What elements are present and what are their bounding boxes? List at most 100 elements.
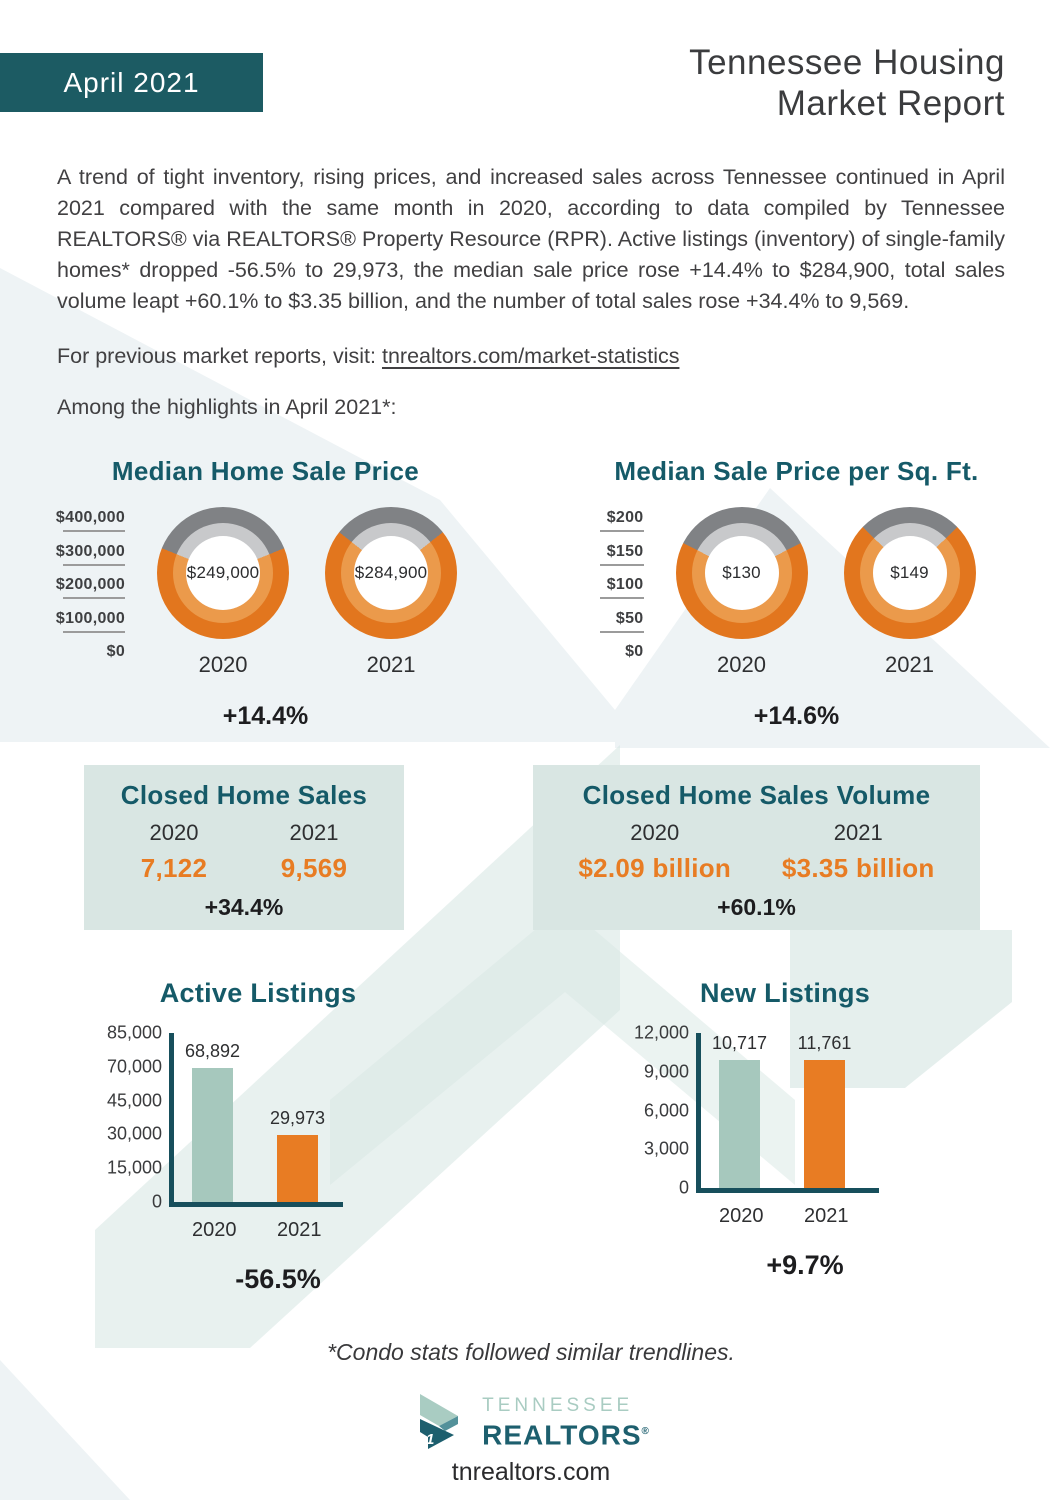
axis-tick-label: $100 [606,576,644,593]
stat-year-label: 2020 [149,820,199,845]
registered-mark: ® [641,1425,650,1437]
donut-value-label: $249,000 [186,563,260,582]
donut-item-2021: $149 2021 [826,507,994,678]
tennessee-realtors-logo: 1 TENNESSEE REALTORS® [412,1392,650,1450]
change-label: +34.4% [204,894,284,920]
stat-cell-2021: 2021 9,569 [244,820,384,884]
stat-cell-2021: 2021 $3.35 billion [757,820,961,884]
median-sale-price-per-sqft-chart: Median Sale Price per Sq. Ft. $200 $150 $1… [531,456,1062,731]
previous-reports-prefix: For previous market reports, visit: [57,344,382,368]
change-label: +9.7% [766,1250,844,1280]
donut-item-2020: $130 2020 [658,507,826,678]
change-label: +14.6% [753,702,840,730]
axis-tick-item: $300,000 [55,542,126,577]
stat-value-label: 7,122 [140,853,208,883]
bar-2021 [277,1134,318,1202]
axis-tick-line [63,530,126,532]
axis-tick-label: $0 [625,643,644,660]
x-axis-label-2021: 2021 [277,1219,322,1241]
donut-group: $249,000 2020 $284,900 2021 [139,507,475,678]
bar-plot-area: 10,717 11,761 12,000 9,000 6,000 3,000 0 [634,1023,879,1198]
axis-tick-label: $300,000 [55,542,126,560]
bar-column-2020: 68,892 [185,1033,240,1202]
page-title-line1: Tennessee Housing [689,43,1005,82]
axis-tick-line [599,530,644,532]
svg-text:1: 1 [426,1431,434,1448]
donut-ring-2020: $130 [675,507,808,639]
website-text: tnrealtors.com [451,1458,611,1486]
report-footer: 1 TENNESSEE REALTORS® tnrealtors.com [0,1392,1062,1487]
donut-year-label: 2021 [366,652,416,677]
box-title: Closed Home Sales [120,780,368,810]
bar-column-2020: 10,717 [712,1033,767,1188]
y-axis-tick-label: 0 [151,1191,162,1212]
y-axis-tick-label: 6,000 [643,1100,689,1120]
axis-tick-item: $200,000 [55,576,126,610]
donut-y-axis: $200 $150 $100 $50 $0 [599,509,658,678]
axis-tick-label: $150 [606,542,644,560]
donut-year-label: 2020 [717,652,766,677]
bar-plot-area: 68,892 29,973 85,000 70,000 45,000 30,000 15,… [107,1023,343,1212]
chart-title: Median Home Sale Price [111,456,420,486]
x-axis-labels: 2020 2021 [701,1205,950,1228]
box-title: Closed Home Sales Volume [582,780,931,810]
axis-tick-line [599,630,644,633]
donut-year-label: 2021 [885,652,934,677]
bar-2020 [719,1060,760,1188]
donut-charts-row: Median Home Sale Price $400,000 $300,000 $… [0,456,1062,731]
change-label: +60.1% [717,894,796,920]
page-title-line2: Market Report [776,84,1005,123]
donut-group: $130 2020 $149 2021 [658,507,994,678]
axis-tick-label: $0 [106,643,126,660]
stat-year-label: 2020 [630,820,680,845]
axis-tick-item: $200 [599,509,644,543]
axis-tick-label: $400,000 [55,509,126,526]
donut-hole: $130 [704,536,779,610]
x-axis-label-2020: 2020 [192,1219,237,1241]
chart-title: Median Sale Price per Sq. Ft. [614,456,979,486]
previous-reports-line: For previous market reports, visit: tnre… [57,344,1005,369]
condo-footnote: *Condo stats followed similar trendlines… [327,1339,735,1365]
donut-ring-2020: $249,000 [157,507,290,639]
axis-tick-item: $100 [599,576,644,610]
donut-hole: $149 [872,536,947,610]
axis-tick-label: $100,000 [55,609,126,627]
donut-item-2021: $284,900 2021 [307,507,475,678]
axis-tick-line [63,597,126,599]
donut-ring-2021: $284,900 [325,507,458,639]
axis-tick-item: $400,000 [55,509,126,543]
axis-tick-label: $200,000 [55,576,126,593]
bar-value-label: 68,892 [184,1041,241,1062]
y-axis-tick-label: 3,000 [643,1138,689,1159]
new-listings-chart: New Listings 10,717 11,761 12,000 9,000 6,0… [620,978,950,1295]
axis-tick-item: $0 [107,643,125,677]
y-axis-tick-label: 85,000 [106,1022,162,1043]
donut-year-label: 2020 [198,652,248,677]
y-axis-tick-label: 70,000 [106,1056,162,1077]
stat-year-label: 2021 [833,820,883,845]
bar-value-label: 11,761 [797,1033,852,1053]
stat-value-label: 9,569 [280,853,348,883]
bars-container: 10,717 11,761 [701,1033,879,1188]
y-axis-tick-label: 15,000 [106,1157,162,1178]
stat-year-label: 2021 [289,820,339,845]
change-label: +14.4% [222,702,309,730]
highlights-heading: Among the highlights in April 2021*: [57,395,397,419]
axis-tick-line [599,563,644,566]
axis-tick-item: $0 [625,643,643,677]
bars-container: 68,892 29,973 [174,1033,343,1202]
bar-value-label: 10,717 [711,1033,768,1053]
x-axis-label-2020: 2020 [719,1205,764,1227]
bar-value-label: 29,973 [269,1107,326,1128]
y-axis-tick-label: 0 [678,1177,689,1198]
stat-cell-2020: 2020 $2.09 billion [553,820,757,884]
intro-paragraph: A trend of tight inventory, rising price… [57,165,1005,313]
median-home-sale-price-chart: Median Home Sale Price $400,000 $300,000 $… [0,456,531,731]
bar-charts-row: Active Listings 68,892 29,973 85,000 70,00… [0,978,1062,1295]
market-statistics-link[interactable]: tnrealtors.com/market-statistics [381,344,680,368]
page-title: Tennessee Housing Market Report [689,42,1005,124]
y-axis-tick-label: 45,000 [106,1090,162,1111]
tennessee-realtors-logo-icon: 1 [420,1394,459,1449]
axis-tick-label: $50 [615,609,644,627]
donut-hole: $284,900 [354,536,429,610]
